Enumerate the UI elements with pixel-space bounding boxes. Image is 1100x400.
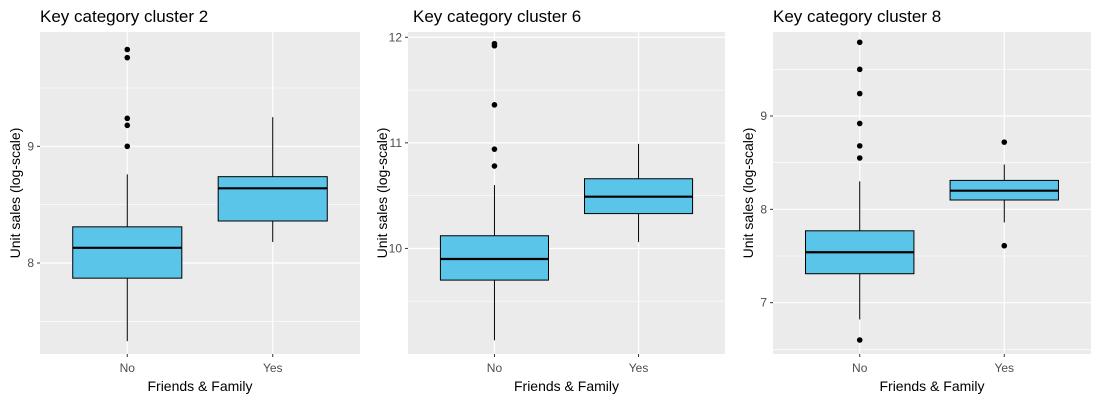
y-tick-label: 8 <box>760 202 767 216</box>
outlier-point <box>124 143 131 150</box>
chart-panel-3: 7 8 9 No Yes Key category cluster 8 Friends & … <box>740 7 1091 394</box>
chart-panel-1: 8 9 No Yes Key category cluster 2 Friends & F… <box>7 7 360 394</box>
outlier-point <box>491 146 498 152</box>
x-axis-title: Friends & Family <box>879 378 984 394</box>
x-tick-label: No <box>487 361 503 375</box>
outlier-point <box>491 40 498 47</box>
box-no <box>439 40 549 341</box>
outlier-point <box>124 46 131 53</box>
x-axis-title: Friends & Family <box>514 378 619 394</box>
y-tick-label: 7 <box>760 296 767 310</box>
outlier-point <box>856 143 863 149</box>
chart-title: Key category cluster 2 <box>40 7 208 26</box>
x-tick-label: No <box>852 361 868 375</box>
outlier-point <box>1001 139 1008 145</box>
box-iqr <box>72 226 183 279</box>
chart-panel-2: 10 11 12 No Yes Key category cluster 6 Friends… <box>374 7 725 394</box>
chart-title: Key category cluster 6 <box>413 7 581 26</box>
x-tick-label: No <box>120 361 136 375</box>
y-tick-label: 10 <box>389 241 403 255</box>
box-yes <box>584 143 694 243</box>
outlier-point <box>1001 242 1008 249</box>
outlier-point <box>124 115 131 122</box>
y-axis-title: Unit sales (log-scale) <box>374 128 390 259</box>
outlier-point <box>856 120 863 127</box>
chart-title: Key category cluster 8 <box>773 7 941 26</box>
y-axis-title: Unit sales (log-scale) <box>740 128 756 259</box>
outlier-point <box>856 337 863 343</box>
y-axis-title: Unit sales (log-scale) <box>7 128 23 259</box>
outlier-point <box>856 90 863 97</box>
y-tick-label: 9 <box>27 139 34 153</box>
y-tick-label: 11 <box>390 136 403 150</box>
outlier-point <box>856 155 863 161</box>
outlier-point <box>124 122 131 129</box>
y-tick-label: 12 <box>389 30 403 44</box>
box-no <box>72 46 183 342</box>
box-yes <box>217 117 328 242</box>
box-yes <box>949 139 1059 249</box>
outlier-point <box>491 102 498 108</box>
x-tick-label: Yes <box>994 361 1014 375</box>
x-tick-label: Yes <box>629 361 649 375</box>
outlier-point <box>491 163 498 169</box>
x-tick-label: Yes <box>263 361 283 375</box>
box-no <box>805 39 915 343</box>
box-iqr <box>217 176 328 222</box>
outlier-point <box>856 66 863 73</box>
outlier-point <box>124 54 131 61</box>
y-tick-label: 8 <box>27 256 34 270</box>
x-axis-title: Friends & Family <box>147 378 252 394</box>
outlier-point <box>856 39 863 46</box>
y-tick-label: 9 <box>760 109 767 123</box>
